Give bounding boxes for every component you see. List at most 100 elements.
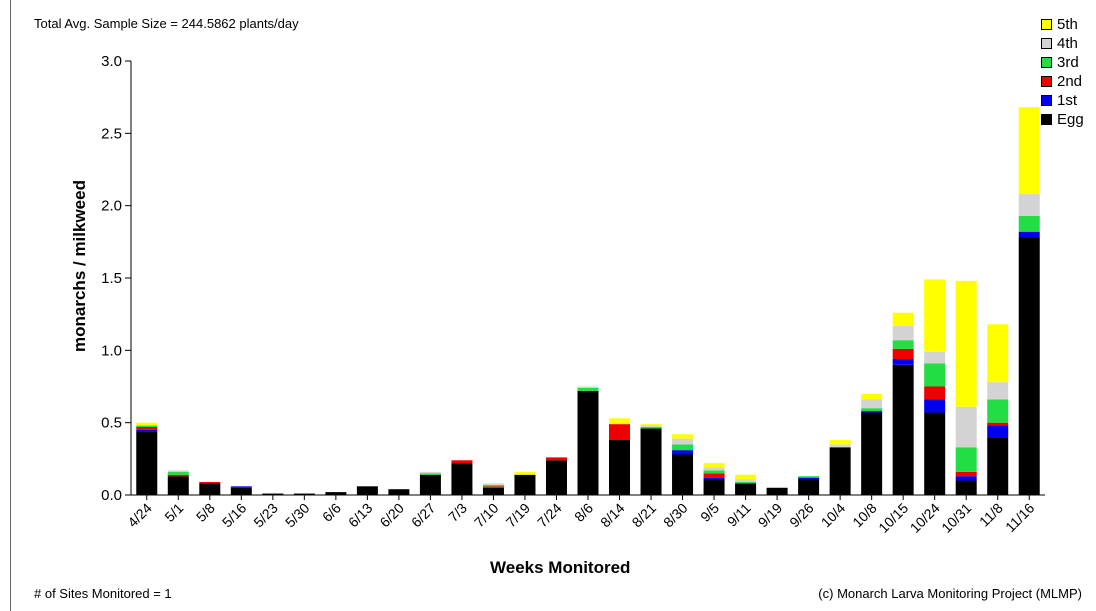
legend-swatch-egg (1041, 114, 1052, 125)
bar-segment-5th (735, 474, 757, 480)
bar-segment-5th (861, 393, 883, 400)
bar-segment-2nd (451, 460, 473, 464)
bar-segment-2nd (545, 457, 567, 461)
bar-segment-3rd (892, 340, 914, 349)
y-tick-label: 2.0 (101, 198, 122, 215)
bar-segment-5th (1018, 107, 1040, 195)
legend-item: 5th (1041, 15, 1084, 34)
total-avg-sample-size: Total Avg. Sample Size = 244.5862 plants… (34, 16, 299, 31)
bar-segment-4th (735, 479, 757, 482)
y-tick-label: 1.5 (101, 270, 122, 287)
bar-segment-1st (703, 477, 725, 480)
bar-segment-egg (356, 486, 378, 495)
bar-segment-egg (136, 431, 158, 495)
bar-segment-2nd (892, 348, 914, 360)
bar-segment-3rd (861, 408, 883, 412)
bar-segment-5th (640, 424, 662, 426)
bar-segment-5th (609, 418, 631, 425)
bar-segment-egg (1018, 237, 1040, 495)
bar-segment-egg (514, 474, 536, 495)
bar-segment-4th (1018, 194, 1040, 216)
bar-segment-egg (672, 454, 694, 495)
x-tick-label: 10/15 (875, 500, 911, 536)
bar-segment-3rd (735, 481, 757, 484)
bar-segment-3rd (672, 444, 694, 451)
bar-segment-egg (388, 489, 410, 495)
bar-segment-1st (230, 486, 252, 488)
legend-item: 2nd (1041, 72, 1084, 91)
bar-segment-egg (325, 492, 347, 495)
page-left-border (10, 0, 11, 611)
bar-segment-3rd (577, 387, 599, 391)
bar-segment-3rd (136, 425, 158, 428)
bar-segment-3rd (640, 427, 662, 429)
x-tick-label: 9/26 (786, 500, 817, 531)
bar-segment-3rd (987, 399, 1009, 423)
bar-segment-2nd (955, 471, 977, 477)
bar-segment-1st (136, 429, 158, 432)
bar-segment-5th (955, 280, 977, 407)
bar-segment-egg (199, 483, 221, 495)
bar-segment-2nd (987, 422, 1009, 426)
bar-segment-5th (514, 471, 536, 475)
bar-segment-egg (892, 364, 914, 495)
bar-segment-4th (419, 471, 441, 474)
legend: 5th 4th 3rd 2nd 1st Egg (1041, 15, 1084, 129)
bar-segment-3rd (798, 476, 820, 478)
bar-segment-4th (955, 406, 977, 448)
legend-swatch-1st (1041, 95, 1052, 106)
bar-segment-1st (955, 476, 977, 481)
sites-monitored: # of Sites Monitored = 1 (34, 586, 172, 601)
legend-swatch-5th (1041, 19, 1052, 30)
bar-segment-1st (987, 425, 1009, 438)
bar-segment-3rd (1018, 215, 1040, 232)
x-tick-label: 5/1 (161, 500, 186, 525)
x-tick-label: 10/4 (818, 500, 849, 531)
x-tick-label: 10/31 (938, 500, 974, 536)
x-tick-label: 6/27 (408, 500, 439, 531)
legend-item: 4th (1041, 34, 1084, 53)
legend-label: 3rd (1057, 54, 1079, 71)
bar-segment-egg (451, 463, 473, 495)
bar-segment-2nd (167, 474, 189, 477)
bar-segment-4th (703, 467, 725, 471)
bar-segment-egg (419, 474, 441, 495)
bar-segment-4th (861, 399, 883, 409)
bar-segment-5th (672, 434, 694, 439)
bar-segment-egg (798, 479, 820, 495)
x-tick-label: 11/16 (1002, 500, 1038, 536)
legend-label: 5th (1057, 16, 1078, 33)
x-tick-label: 11/8 (976, 500, 1006, 530)
bar-segment-egg (482, 487, 504, 495)
x-tick-label: 5/16 (219, 500, 250, 531)
bar-segment-egg (577, 390, 599, 495)
bar-segment-2nd (703, 473, 725, 478)
x-tick-label: 5/23 (250, 500, 281, 531)
y-tick-label: 3.0 (101, 53, 122, 70)
bar-segment-1st (892, 359, 914, 365)
bar-segment-egg (262, 493, 284, 495)
bar-segment-4th (640, 425, 662, 428)
x-tick-label: 9/5 (697, 500, 722, 525)
legend-label: 1st (1057, 92, 1078, 109)
bar-segment-3rd (167, 471, 189, 475)
bar-segment-egg (766, 487, 788, 495)
bar-segment-egg (829, 447, 851, 495)
x-tick-label: 7/10 (471, 500, 502, 531)
bar-segment-5th (924, 279, 946, 352)
bar-segment-egg (545, 460, 567, 495)
bar-segment-5th (892, 312, 914, 326)
x-tick-label: 6/13 (345, 500, 376, 531)
legend-item: 1st (1041, 91, 1084, 110)
bar-segment-5th (987, 324, 1009, 383)
x-tick-label: 6/20 (376, 500, 407, 531)
bar-segment-egg (735, 483, 757, 495)
x-tick-label: 7/19 (503, 500, 534, 531)
bar-segment-3rd (419, 473, 441, 475)
bar-segment-egg (293, 493, 315, 495)
bar-segment-egg (987, 437, 1009, 495)
legend-swatch-3rd (1041, 57, 1052, 68)
legend-swatch-2nd (1041, 76, 1052, 87)
bar-segment-1st (1018, 231, 1040, 238)
